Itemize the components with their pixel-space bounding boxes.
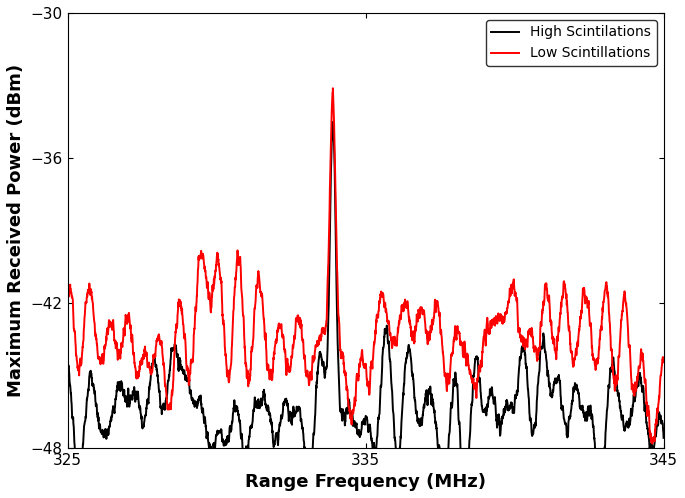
High Scintilations	[648, 443, 656, 449]
High Scintilations	[71, 452, 79, 458]
Low Scintillations	[292, 317, 300, 323]
Low Scintillations	[648, 440, 656, 446]
Line: High Scintilations: High Scintilations	[68, 122, 664, 455]
Low Scintillations	[318, 327, 326, 333]
Low Scintillations	[167, 406, 175, 412]
X-axis label: Range Frequency (MHz): Range Frequency (MHz)	[245, 473, 486, 491]
Low Scintillations	[660, 359, 668, 365]
Low Scintillations	[584, 303, 592, 309]
Low Scintillations	[132, 366, 140, 372]
High Scintilations	[132, 392, 140, 398]
High Scintilations	[584, 405, 592, 411]
Legend: High Scintilations, Low Scintillations: High Scintilations, Low Scintillations	[486, 20, 657, 66]
High Scintilations	[64, 379, 72, 385]
Line: Low Scintillations: Low Scintillations	[68, 88, 664, 444]
High Scintilations	[329, 119, 337, 125]
Low Scintillations	[329, 85, 337, 91]
Y-axis label: Maximum Received Power (dBm): Maximum Received Power (dBm)	[7, 64, 25, 397]
High Scintilations	[660, 435, 668, 441]
High Scintilations	[292, 408, 301, 414]
Low Scintillations	[648, 441, 656, 447]
Low Scintillations	[64, 295, 72, 301]
High Scintilations	[318, 360, 326, 366]
High Scintilations	[167, 350, 175, 356]
